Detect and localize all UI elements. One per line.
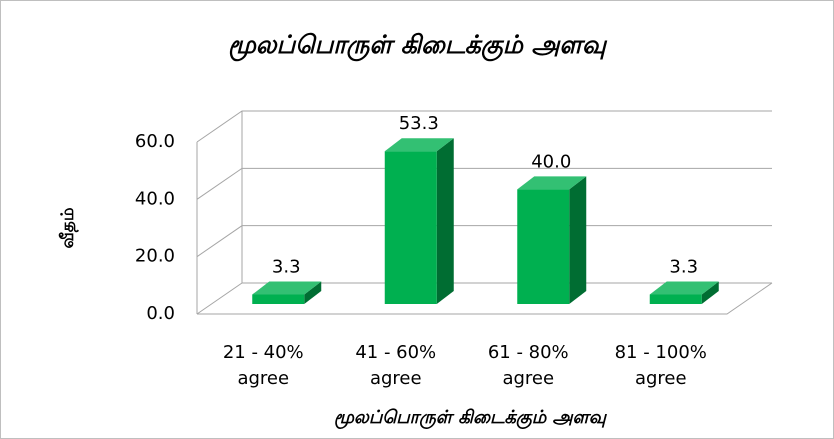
bar-top [252, 281, 322, 295]
bar [252, 281, 322, 304]
y-tick-label: 20.0 [135, 246, 175, 267]
y-tick-label: 0.0 [146, 303, 175, 324]
x-tick-label: 61 - 80% agree [487, 342, 569, 389]
bar [517, 176, 587, 304]
y-tick-label: 40.0 [135, 188, 175, 209]
y-tick-label: 60.0 [135, 131, 175, 152]
bar-top [384, 138, 454, 152]
bar-top [649, 281, 719, 295]
grid-line [196, 225, 772, 258]
bar [384, 138, 454, 304]
bar-front [252, 294, 305, 304]
x-axis-label: மூலப்பொருள் கிடைக்கும் அளவு [334, 407, 608, 429]
grid-line [196, 167, 772, 200]
x-tick-label: 81 - 100% agree [614, 342, 707, 389]
bar-top [517, 176, 587, 190]
bar-side [304, 281, 322, 304]
data-label: 3.3 [669, 257, 698, 278]
bar-front [649, 294, 702, 304]
y-axis-label: வீதம் [58, 207, 78, 248]
bar-side [569, 176, 587, 304]
bar-front [517, 189, 570, 304]
x-tick-label: 41 - 60% agree [355, 342, 437, 389]
bar-front [384, 151, 437, 304]
data-label: 3.3 [272, 257, 301, 278]
floor [197, 282, 773, 315]
grid-line [196, 282, 772, 315]
data-label: 53.3 [399, 113, 439, 134]
chart-title: மூலப்பொருள் கிடைக்கும் அளவு [228, 30, 608, 62]
bar [649, 281, 719, 304]
x-tick-label: 21 - 40% agree [222, 342, 304, 389]
bar-side [701, 281, 719, 304]
bar-side [436, 138, 454, 304]
data-label: 40.0 [531, 151, 571, 172]
grid-line [196, 110, 772, 143]
